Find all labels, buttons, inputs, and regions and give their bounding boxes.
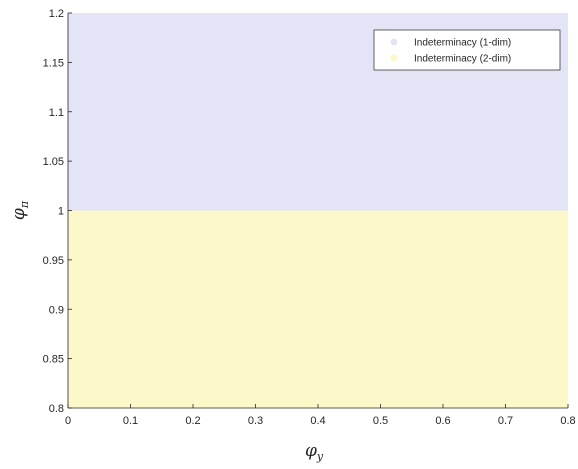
y-tick-label: 1.05 bbox=[43, 156, 64, 168]
y-axis-label: φπ bbox=[9, 200, 31, 220]
legend-label-1: Indeterminacy (1-dim) bbox=[414, 38, 511, 49]
legend-marker-2 bbox=[390, 54, 398, 62]
x-axis-label: φy bbox=[305, 441, 324, 463]
y-tick-label: 0.8 bbox=[49, 403, 64, 415]
x-tick-label: 0.3 bbox=[248, 415, 263, 427]
legend-label-2: Indeterminacy (2-dim) bbox=[414, 54, 511, 65]
legend: Indeterminacy (1-dim) Indeterminacy (2-di… bbox=[373, 29, 561, 71]
y-tick-label: 0.95 bbox=[43, 255, 64, 267]
axes: 0 0.1 0.2 0.3 0.4 0.5 0.6 0.7 0.8 0.8 0.85 0.9 0.95 1… bbox=[9, 8, 576, 463]
y-tick-label: 1 bbox=[58, 206, 64, 218]
y-tick-label: 0.9 bbox=[49, 304, 64, 316]
legend-marker-1 bbox=[390, 38, 398, 46]
region-2 bbox=[68, 210, 568, 408]
plot-regions bbox=[68, 13, 568, 408]
x-tick-label: 0.4 bbox=[310, 415, 325, 427]
x-tick-label: 0.2 bbox=[185, 415, 200, 427]
x-tick-label: 0.1 bbox=[123, 415, 138, 427]
y-tick-label: 1.15 bbox=[43, 57, 64, 69]
x-tick-label: 0.5 bbox=[373, 415, 388, 427]
x-tick-label: 0.7 bbox=[498, 415, 513, 427]
x-tick-label: 0.8 bbox=[560, 415, 575, 427]
y-tick-label: 1.1 bbox=[49, 107, 64, 119]
x-tick-label: 0 bbox=[65, 415, 71, 427]
legend-box bbox=[373, 29, 561, 71]
y-tick-label: 1.2 bbox=[49, 8, 64, 20]
x-tick-label: 0.6 bbox=[435, 415, 450, 427]
y-tick-label: 0.85 bbox=[43, 354, 64, 366]
